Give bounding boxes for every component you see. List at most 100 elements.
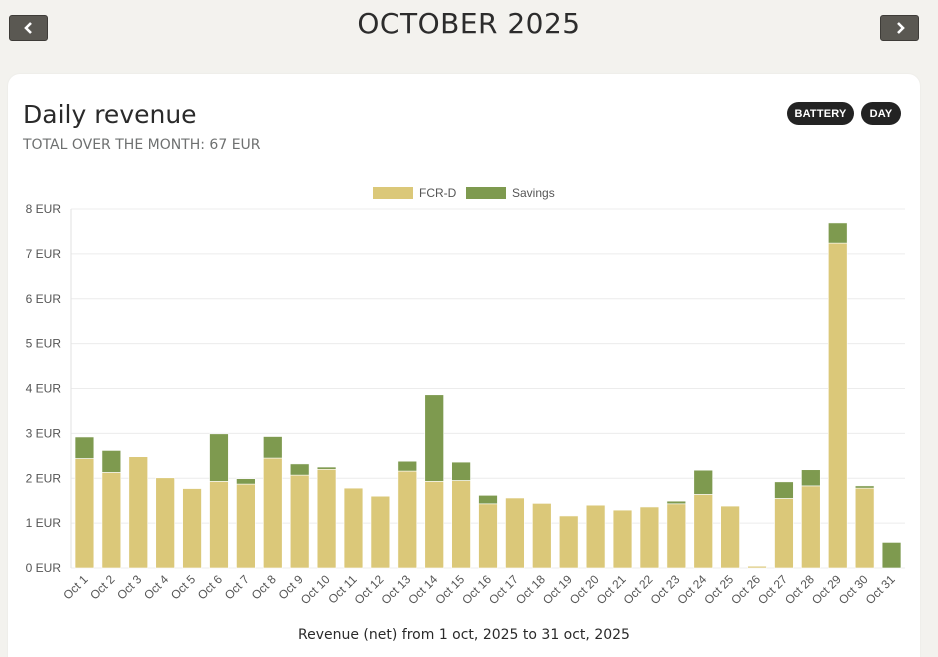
x-tick-label: Oct 17 xyxy=(486,572,521,607)
x-tick-label: Oct 20 xyxy=(567,572,602,607)
chevron-left-icon xyxy=(23,22,32,34)
x-tick-label: Oct 25 xyxy=(701,572,736,607)
x-tick-label: Oct 28 xyxy=(782,572,817,607)
bar-savings xyxy=(881,542,902,569)
bar-fcr-d xyxy=(289,474,310,569)
chevron-right-icon xyxy=(896,22,905,34)
legend-swatch xyxy=(373,187,413,199)
x-tick-label: Oct 6 xyxy=(195,572,225,602)
y-tick-label: 6 EUR xyxy=(26,292,62,306)
x-tick-label: Oct 30 xyxy=(836,572,871,607)
bar-fcr-d xyxy=(532,503,552,569)
bar-fcr-d xyxy=(101,472,122,569)
legend: FCR-D Savings xyxy=(373,186,555,200)
bar-fcr-d xyxy=(343,487,364,569)
bar-fcr-d xyxy=(74,458,95,569)
bar-savings xyxy=(263,436,283,459)
x-tick-label: Oct 31 xyxy=(863,572,898,607)
bar-savings xyxy=(828,222,848,244)
bar-fcr-d xyxy=(639,506,660,569)
x-tick-label: Oct 1 xyxy=(60,572,90,602)
bar-savings xyxy=(74,436,95,459)
bar-fcr-d xyxy=(585,504,606,569)
revenue-bar-chart: 0 EUR 1 EUR 2 EUR 3 EUR 4 EUR 5 EUR 6 EUR 7 EUR… xyxy=(26,186,905,607)
bar-fcr-d xyxy=(451,480,471,569)
bar-fcr-d xyxy=(505,497,525,569)
x-tick-label: Oct 3 xyxy=(114,572,144,602)
bar-fcr-d xyxy=(747,565,767,569)
bar-savings xyxy=(236,478,256,485)
bar-savings xyxy=(316,466,337,470)
bar-fcr-d xyxy=(478,503,498,569)
x-tick-label: Oct 14 xyxy=(405,572,440,607)
x-tick-label: Oct 10 xyxy=(298,572,333,607)
y-tick-label: 0 EUR xyxy=(26,561,62,575)
bar-fcr-d xyxy=(854,487,875,569)
bar-savings xyxy=(854,485,875,489)
x-tick-label: Oct 7 xyxy=(222,572,252,602)
daily-revenue-card: Daily revenue TOTAL OVER THE MONTH: 67 E… xyxy=(8,74,920,657)
bar-fcr-d xyxy=(316,468,337,569)
card-title: Daily revenue xyxy=(23,100,197,129)
x-tick-label: Oct 13 xyxy=(379,572,414,607)
x-tick-label: Oct 2 xyxy=(87,572,117,602)
bar-fcr-d xyxy=(128,456,148,569)
y-tick-label: 4 EUR xyxy=(26,382,62,396)
bar-fcr-d xyxy=(182,488,202,569)
bar-savings xyxy=(451,461,471,481)
bar-savings xyxy=(666,500,687,505)
legend-label: Savings xyxy=(512,186,555,200)
x-tick-label: Oct 27 xyxy=(755,572,790,607)
bar-fcr-d xyxy=(801,485,821,569)
bar-fcr-d xyxy=(828,242,848,569)
bar-savings xyxy=(801,469,821,487)
bar-savings xyxy=(101,450,122,473)
y-axis: 0 EUR 1 EUR 2 EUR 3 EUR 4 EUR 5 EUR 6 EUR 7 EUR… xyxy=(26,202,62,575)
bar-savings xyxy=(289,463,310,476)
bar-fcr-d xyxy=(209,481,229,569)
bar-fcr-d xyxy=(155,477,175,569)
bar-fcr-d xyxy=(236,483,256,569)
bar-fcr-d xyxy=(558,515,579,569)
bar-fcr-d xyxy=(370,495,391,569)
battery-filter-button[interactable]: BATTERY xyxy=(787,102,854,125)
x-tick-label: Oct 19 xyxy=(540,572,575,607)
bar-savings xyxy=(424,394,444,482)
bar-fcr-d xyxy=(612,509,633,569)
bar-fcr-d xyxy=(666,503,687,569)
bar-fcr-d xyxy=(693,494,713,569)
y-tick-label: 7 EUR xyxy=(26,247,62,261)
bar-savings xyxy=(397,460,418,472)
x-tick-label: Oct 21 xyxy=(594,572,629,607)
next-month-button[interactable] xyxy=(880,15,919,41)
x-tick-label: Oct 24 xyxy=(674,572,709,607)
bar-fcr-d xyxy=(263,457,283,569)
y-tick-label: 1 EUR xyxy=(26,516,62,530)
y-tick-label: 2 EUR xyxy=(26,471,62,485)
x-tick-label: Oct 18 xyxy=(513,572,548,607)
x-axis-title: Revenue (net) from 1 oct, 2025 to 31 oct… xyxy=(298,627,630,643)
x-tick-label: Oct 16 xyxy=(459,572,494,607)
monthly-total: TOTAL OVER THE MONTH: 67 EUR xyxy=(23,137,261,153)
bar-savings xyxy=(774,481,794,499)
y-tick-label: 5 EUR xyxy=(26,337,62,351)
x-tick-label: Oct 8 xyxy=(249,572,279,602)
previous-month-button[interactable] xyxy=(9,15,48,41)
bar-fcr-d xyxy=(774,498,794,569)
bar-fcr-d xyxy=(720,505,740,569)
bars-layer xyxy=(74,222,902,569)
x-tick-label: Oct 5 xyxy=(168,572,198,602)
month-title: OCTOBER 2025 xyxy=(357,7,581,40)
day-filter-button[interactable]: DAY xyxy=(861,102,901,125)
bar-fcr-d xyxy=(397,470,418,569)
x-tick-label: Oct 29 xyxy=(809,572,844,607)
x-tick-label: Oct 23 xyxy=(648,572,683,607)
bar-savings xyxy=(209,433,229,482)
x-tick-label: Oct 22 xyxy=(621,572,656,607)
x-tick-label: Oct 15 xyxy=(432,572,467,607)
bar-fcr-d xyxy=(424,481,444,569)
legend-label: FCR-D xyxy=(419,186,457,200)
x-tick-label: Oct 4 xyxy=(141,572,171,602)
x-tick-label: Oct 26 xyxy=(728,572,763,607)
bar-savings xyxy=(693,469,713,495)
